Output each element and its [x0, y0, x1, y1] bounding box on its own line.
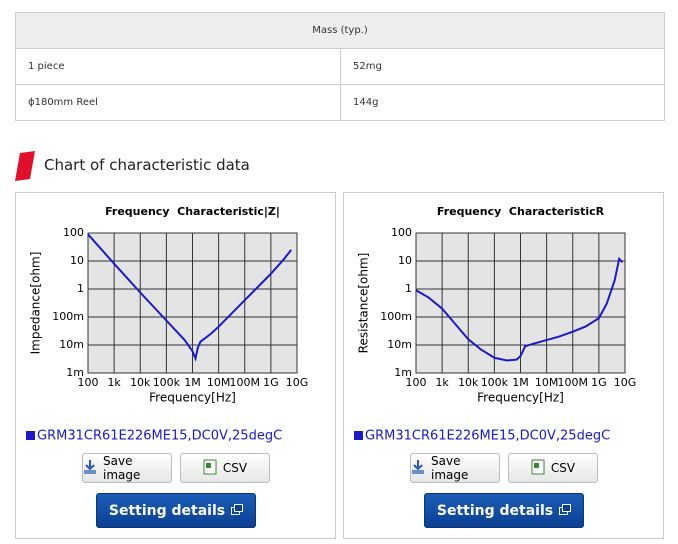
- legend-label: GRM31CR61E226ME15,DC0V,25degC: [365, 429, 610, 444]
- x-tick-label: 1k: [107, 376, 121, 389]
- x-tick-label: 100: [78, 376, 99, 389]
- y-tick-label: 100m: [52, 310, 84, 323]
- section-icon: [15, 151, 35, 181]
- x-tick-label: 10k: [458, 376, 479, 389]
- x-tick-label: 10k: [130, 376, 151, 389]
- chart-title: Frequency Characteristic|Z|: [105, 205, 280, 218]
- x-tick-label: 10G: [286, 376, 309, 389]
- x-tick-label: 1M: [512, 376, 529, 389]
- button-icon: [231, 503, 244, 519]
- button-label: CSV: [550, 461, 576, 475]
- button-icon: [203, 459, 217, 478]
- y-tick-label: 1: [77, 282, 84, 295]
- button[interactable]: Save image: [82, 453, 172, 483]
- y-axis-label: Resistance[ohm]: [357, 253, 371, 354]
- x-tick-label: 100k: [481, 376, 509, 389]
- section-title: Chart of characteristic data: [44, 156, 250, 174]
- button[interactable]: CSV: [180, 453, 270, 483]
- y-tick-label: 1m: [394, 366, 412, 379]
- y-tick-label: 1: [405, 282, 412, 295]
- x-axis-label: Frequency[Hz]: [149, 391, 236, 405]
- y-axis-label: Impedance[ohm]: [29, 252, 43, 355]
- table-cell: 144g: [340, 84, 665, 121]
- button-icon: [411, 459, 425, 478]
- button[interactable]: CSV: [508, 453, 598, 483]
- y-tick-label: 10m: [387, 338, 412, 351]
- setting-details-button[interactable]: Setting details: [96, 493, 256, 528]
- button-icon: [83, 459, 97, 478]
- x-tick-label: 10G: [614, 376, 637, 389]
- button[interactable]: Save image: [410, 453, 500, 483]
- x-tick-label: 100: [406, 376, 427, 389]
- chart-panel: [15, 192, 336, 539]
- y-tick-label: 10: [70, 254, 84, 267]
- chart-panel: [343, 192, 664, 539]
- button-label: CSV: [222, 461, 248, 475]
- setting-details-button[interactable]: Setting details: [424, 493, 584, 528]
- data-line: [87, 233, 292, 362]
- x-tick-label: 1k: [435, 376, 449, 389]
- legend-swatch: [26, 431, 35, 440]
- x-tick-label: 100M: [230, 376, 261, 389]
- x-tick-label: 1M: [184, 376, 201, 389]
- y-tick-label: 100: [63, 226, 84, 239]
- legend-label: GRM31CR61E226ME15,DC0V,25degC: [37, 429, 282, 444]
- button-label: Save image: [431, 454, 469, 482]
- x-tick-label: 10M: [535, 376, 559, 389]
- y-tick-label: 100: [391, 226, 412, 239]
- button-icon: [531, 459, 545, 478]
- x-tick-label: 100M: [558, 376, 589, 389]
- table-header: Mass (typ.): [15, 12, 665, 49]
- button-icon: [559, 503, 572, 519]
- chart-title: Frequency CharacteristicR: [437, 205, 605, 218]
- button-label: Setting details: [108, 502, 226, 519]
- mass-table: Mass (typ.) 1 piece 52mg ϕ180mm Reel 144g: [15, 12, 665, 121]
- x-tick-label: 1G: [591, 376, 607, 389]
- legend-swatch: [354, 431, 363, 440]
- x-tick-label: 10M: [207, 376, 231, 389]
- x-axis-label: Frequency[Hz]: [477, 391, 564, 405]
- button-label: Save image: [103, 454, 141, 482]
- y-tick-label: 100m: [380, 310, 412, 323]
- button-label: Setting details: [436, 502, 554, 519]
- x-tick-label: 100k: [153, 376, 181, 389]
- y-tick-label: 1m: [66, 366, 84, 379]
- y-tick-label: 10: [398, 254, 412, 267]
- y-tick-label: 10m: [59, 338, 84, 351]
- x-tick-label: 1G: [263, 376, 279, 389]
- data-line: [415, 256, 624, 362]
